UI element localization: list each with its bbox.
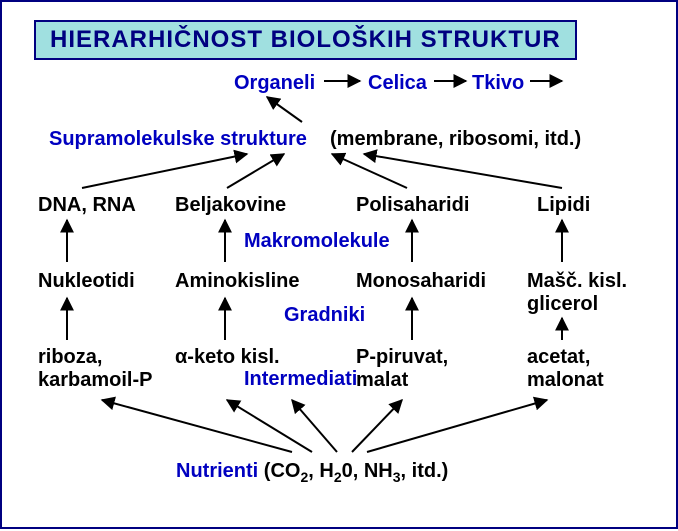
node-lipidi: Lipidi xyxy=(537,194,590,217)
diagram-canvas: HIERARHIČNOST BIOLOŠKIH STRUKTUR Organel… xyxy=(0,0,678,529)
node-aketo: α-keto kisl. xyxy=(175,346,280,369)
node-aminokisline: Aminokisline xyxy=(175,270,299,293)
diagram-title: HIERARHIČNOST BIOLOŠKIH STRUKTUR xyxy=(34,20,577,60)
node-nutrienti: Nutrienti (CO2, H20, NH3, itd.) xyxy=(176,460,448,485)
nutrienti-label: Nutrienti xyxy=(176,460,258,482)
node-supra-note: (membrane, ribosomi, itd.) xyxy=(330,128,581,151)
node-monosaharidi: Monosaharidi xyxy=(356,270,486,293)
node-riboza: riboza,karbamoil-P xyxy=(38,346,152,392)
node-celica: Celica xyxy=(368,72,427,95)
node-polis: Polisaharidi xyxy=(356,194,469,217)
nutrienti-detail: (CO2, H20, NH3, itd.) xyxy=(264,460,449,482)
node-acetat: acetat,malonat xyxy=(527,346,604,392)
node-supra: Supramolekulske strukture xyxy=(49,128,307,151)
node-dnarna: DNA, RNA xyxy=(38,194,136,217)
node-masc-kisl: Mašč. kisl.glicerol xyxy=(527,270,627,316)
arrow-layer xyxy=(2,2,678,531)
label-makromolekule: Makromolekule xyxy=(244,230,390,253)
node-tkivo: Tkivo xyxy=(472,72,524,95)
label-gradniki: Gradniki xyxy=(284,304,365,327)
label-intermediati: Intermediati xyxy=(244,368,357,391)
node-beljak: Beljakovine xyxy=(175,194,286,217)
node-piruvat: P-piruvat,malat xyxy=(356,346,448,392)
node-organeli: Organeli xyxy=(234,72,315,95)
node-nukleotidi: Nukleotidi xyxy=(38,270,135,293)
